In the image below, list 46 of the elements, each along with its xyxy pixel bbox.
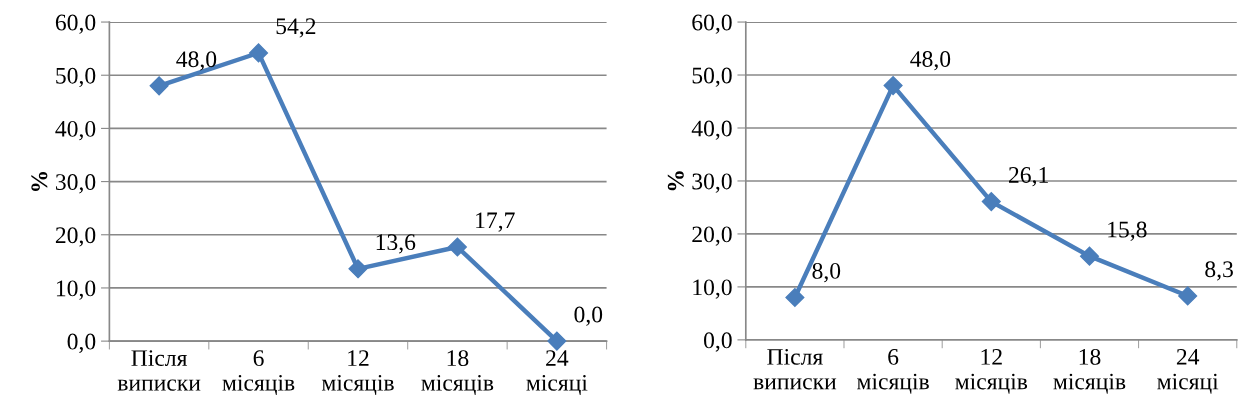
point bbox=[1178, 286, 1198, 306]
point bbox=[1079, 246, 1100, 266]
y-tick-label: 10,0 bbox=[56, 280, 96, 300]
y-tick-label: 30,0 bbox=[56, 174, 96, 194]
y-tick-label: 0,0 bbox=[67, 333, 96, 353]
point bbox=[547, 331, 567, 351]
x-tick-label: 24 місяці bbox=[1157, 348, 1219, 394]
y-tick-label: 60,0 bbox=[55, 14, 96, 34]
data-label: 8,0 bbox=[812, 262, 841, 283]
y-tick-label: 20,0 bbox=[55, 227, 96, 247]
x-tick-label: 18 місяців bbox=[421, 350, 494, 396]
data-label: 48,0 bbox=[910, 50, 951, 71]
y-axis-title: % bbox=[667, 171, 684, 191]
point bbox=[785, 287, 805, 308]
point bbox=[447, 237, 467, 257]
data-label: 17,7 bbox=[476, 212, 515, 232]
y-tick-label: 40,0 bbox=[55, 120, 96, 141]
data-label: 54,2 bbox=[276, 18, 316, 38]
point bbox=[249, 43, 269, 63]
y-tick-label: 20,0 bbox=[692, 226, 732, 246]
x-tick-label: 12 місяців bbox=[321, 350, 394, 396]
x-tick-label: 18 місяців bbox=[1053, 348, 1126, 394]
y-tick-label: 40,0 bbox=[691, 120, 732, 140]
x-tick-label: Після виписки bbox=[117, 350, 201, 391]
data-label: 0,0 bbox=[574, 306, 603, 326]
y-tick-label: 50,0 bbox=[692, 67, 732, 87]
data-label: 13,6 bbox=[376, 234, 416, 254]
data-label: 15,8 bbox=[1108, 221, 1147, 241]
point bbox=[981, 192, 1001, 212]
y-tick-label: 10,0 bbox=[693, 279, 732, 299]
data-label: 26,1 bbox=[1009, 167, 1048, 187]
data-label: 8,3 bbox=[1205, 261, 1233, 281]
x-tick-label: 6 місяців bbox=[222, 350, 295, 396]
y-tick-label: 60,0 bbox=[692, 14, 732, 34]
x-tick-label: 12 місяців bbox=[955, 348, 1028, 394]
y-axis-title: % bbox=[31, 171, 48, 191]
y-tick-label: 50,0 bbox=[56, 67, 96, 88]
point bbox=[348, 259, 368, 279]
point bbox=[883, 76, 903, 96]
x-tick-label: 24 місяці bbox=[526, 350, 588, 396]
x-tick-label: 6 місяців bbox=[857, 348, 929, 394]
x-tick-label: Після виписки bbox=[753, 348, 837, 390]
y-tick-label: 30,0 bbox=[692, 173, 732, 193]
y-tick-label: 0,0 bbox=[703, 332, 732, 352]
data-label: 48,0 bbox=[176, 51, 217, 71]
point bbox=[149, 76, 169, 96]
